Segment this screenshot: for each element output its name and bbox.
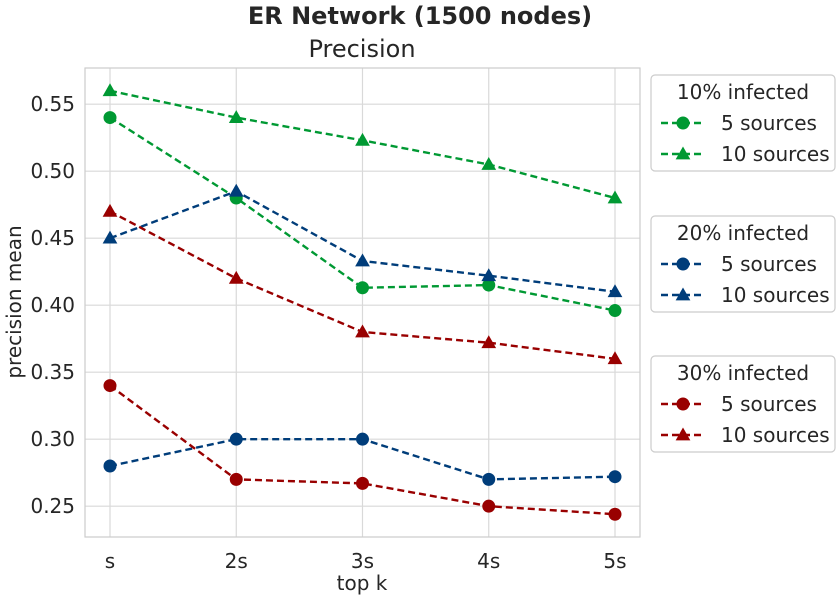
legend-entry-20pct-infected-10-sources: 10 sources — [661, 283, 830, 307]
legend-entry-30pct-infected-5-sources: 5 sources — [661, 392, 817, 416]
legend-entry-10pct-infected-5-sources: 5 sources — [661, 111, 817, 135]
x-tick-label-4s: 4s — [477, 549, 500, 573]
data-point-20pct-infected-5-sources-5s — [608, 470, 622, 484]
y-tick-label-2: 0.35 — [30, 360, 75, 384]
data-point-30pct-infected-5-sources-4s — [482, 499, 496, 513]
data-point-30pct-infected-5-sources-3s — [356, 476, 369, 490]
series-layer — [102, 83, 623, 521]
legend-label-20pct-infected-10-sources: 10 sources — [721, 283, 830, 307]
data-point-30pct-infected-10-sources-5s — [607, 351, 623, 365]
data-point-30pct-infected-5-sources-2s — [229, 472, 243, 486]
legend-marker-10pct-infected-10-sources — [675, 146, 691, 160]
data-point-20pct-infected-10-sources-s — [102, 230, 118, 244]
data-point-20pct-infected-10-sources-3s — [355, 253, 370, 267]
data-point-10pct-infected-10-sources-2s — [228, 110, 244, 123]
data-point-20pct-infected-5-sources-4s — [482, 472, 496, 486]
data-point-30pct-infected-5-sources-s — [103, 379, 117, 393]
series-line-10pct-infected-5-sources — [109, 116, 616, 312]
legend-title-30pct-infected: 30% infected — [677, 361, 809, 385]
data-point-30pct-infected-10-sources-4s — [481, 335, 497, 349]
legend-title-10pct-infected: 10% infected — [677, 80, 809, 104]
legend-marker-20pct-infected-10-sources — [675, 287, 691, 301]
legend-entry-10pct-infected-10-sources: 10 sources — [661, 142, 830, 166]
x-tick-label-s: s — [105, 549, 115, 573]
data-point-20pct-infected-5-sources-2s — [229, 432, 243, 446]
legend-label-30pct-infected-5-sources: 5 sources — [721, 392, 817, 416]
data-point-30pct-infected-10-sources-2s — [228, 270, 244, 284]
legend-label-10pct-infected-10-sources: 10 sources — [721, 142, 830, 166]
y-axis-label: precision mean — [2, 225, 26, 378]
series-line-30pct-infected-5-sources — [109, 384, 616, 516]
data-point-10pct-infected-5-sources-5s — [608, 304, 622, 318]
data-point-20pct-infected-10-sources-2s — [228, 183, 244, 197]
legend-group-20pct-infected: 20% infected 5 sources 10 sources — [650, 215, 836, 313]
legend-marker-10pct-infected-5-sources — [676, 116, 690, 130]
legend-marker-20pct-infected-5-sources — [676, 257, 690, 271]
legend-box-30pct-infected — [650, 355, 836, 453]
legend-label-10pct-infected-5-sources: 5 sources — [721, 111, 817, 135]
legend-entry-30pct-infected-10-sources: 10 sources — [661, 423, 830, 447]
data-point-10pct-infected-10-sources-3s — [355, 132, 370, 146]
data-point-10pct-infected-10-sources-4s — [481, 156, 497, 170]
chart-suptitle: ER Network (1500 nodes) — [248, 2, 592, 30]
y-tick-label-0: 0.25 — [30, 494, 75, 518]
y-tick-label-3: 0.40 — [30, 293, 75, 317]
y-tick-label-4: 0.45 — [30, 226, 75, 250]
plot-area-frame — [84, 67, 641, 538]
data-point-10pct-infected-5-sources-3s — [356, 281, 369, 295]
data-point-20pct-infected-5-sources-s — [103, 459, 117, 473]
data-point-10pct-infected-10-sources-5s — [607, 190, 623, 204]
y-tick-label-1: 0.30 — [30, 427, 75, 451]
x-axis-label: top k — [337, 571, 388, 595]
series-30pct-infected-5-sources — [103, 379, 622, 521]
data-point-30pct-infected-5-sources-5s — [608, 507, 622, 521]
legend-group-30pct-infected: 30% infected 5 sources 10 sources — [650, 355, 836, 453]
x-tick-labels: s 2s 3s 4s 5s — [105, 549, 627, 573]
legend-entry-20pct-infected-5-sources: 5 sources — [661, 252, 817, 276]
legend-box-10pct-infected — [650, 74, 836, 172]
data-point-10pct-infected-10-sources-s — [102, 83, 118, 97]
data-point-20pct-infected-5-sources-3s — [356, 432, 369, 446]
legend-title-20pct-infected: 20% infected — [677, 221, 809, 245]
legend-group-10pct-infected: 10% infected 5 sources 10 sources — [650, 74, 836, 172]
data-point-10pct-infected-5-sources-s — [103, 111, 117, 125]
y-tick-label-6: 0.55 — [30, 92, 75, 116]
y-tick-label-5: 0.50 — [30, 159, 75, 183]
y-tick-labels: 0.25 0.30 0.35 0.40 0.45 0.50 0.55 — [30, 92, 75, 518]
series-30pct-infected-10-sources — [102, 203, 623, 365]
series-20pct-infected-10-sources — [102, 183, 623, 298]
data-point-20pct-infected-10-sources-4s — [481, 268, 497, 282]
data-point-20pct-infected-10-sources-5s — [607, 284, 623, 298]
legend-label-20pct-infected-5-sources: 5 sources — [721, 252, 817, 276]
series-20pct-infected-5-sources — [103, 432, 622, 486]
legend-marker-30pct-infected-10-sources — [675, 427, 691, 441]
legend-label-30pct-infected-10-sources: 10 sources — [721, 423, 830, 447]
x-tick-label-2s: 2s — [225, 549, 248, 573]
data-point-30pct-infected-10-sources-3s — [355, 324, 370, 338]
legend-box-20pct-infected — [650, 215, 836, 313]
legend-marker-30pct-infected-5-sources — [676, 397, 690, 411]
x-tick-label-3s: 3s — [351, 549, 374, 573]
data-point-30pct-infected-10-sources-s — [102, 203, 118, 217]
chart-title: Precision — [308, 35, 415, 63]
x-tick-label-5s: 5s — [603, 549, 626, 573]
series-10pct-infected-10-sources — [102, 83, 623, 204]
